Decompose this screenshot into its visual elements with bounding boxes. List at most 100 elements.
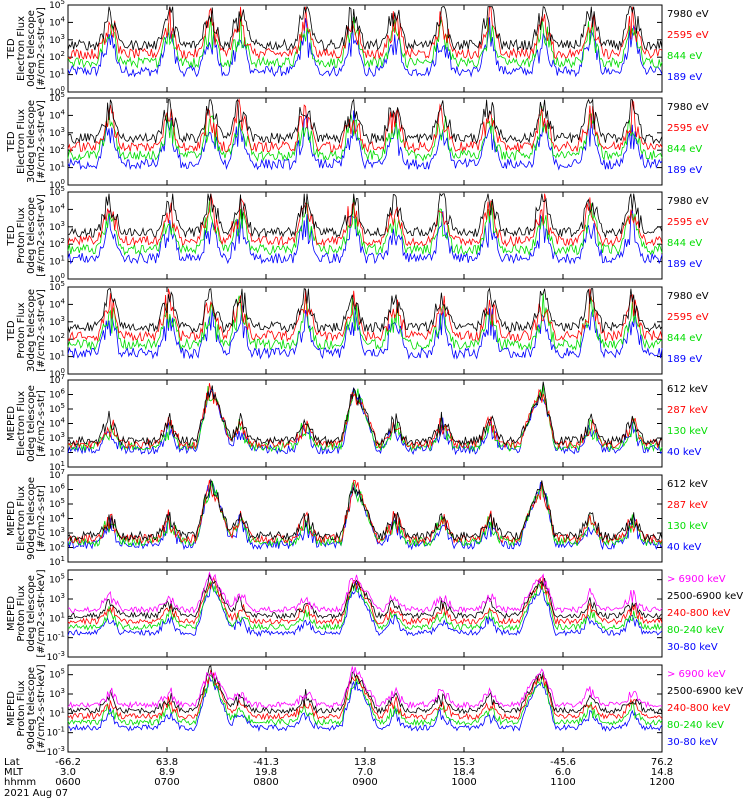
legend-entry: 612 keV (667, 479, 708, 490)
series-trace (67, 98, 663, 145)
y-axis-label: [#/cm2-s-str-keV] (36, 569, 47, 657)
y-axis-label: MEPED (6, 596, 17, 631)
legend-entry: 240-800 keV (667, 703, 731, 714)
legend-entry: 2595 eV (667, 30, 709, 41)
y-tick-label: 101 (49, 350, 65, 363)
legend-entry: 7980 eV (667, 102, 709, 113)
y-tick-label: 105 (49, 668, 65, 681)
y-tick-label: 106 (49, 483, 65, 496)
series-trace (67, 5, 663, 52)
y-tick-label: 104 (49, 512, 65, 525)
legend-entry: 2595 eV (667, 123, 709, 134)
y-tick-label: 101 (49, 68, 65, 81)
y-axis-label: [#/cm2-s-str-eV] (36, 7, 47, 90)
series-trace (67, 669, 663, 721)
y-tick-label: 101 (49, 706, 65, 719)
y-tick-label: 10-1 (47, 631, 65, 644)
x-tick-label: 13.8 (354, 757, 376, 768)
y-tick-label: 105 (49, 402, 65, 415)
y-axis-label: [#/cm2-s-str-eV] (36, 194, 47, 277)
y-axis-label: TED (6, 38, 17, 59)
y-tick-label: 104 (49, 297, 65, 310)
y-axis-label: 90deg telescope (26, 667, 37, 750)
y-axis-label: 30deg telescope (26, 100, 37, 183)
y-tick-label: 104 (49, 202, 65, 215)
x-tick-label: 19.8 (255, 767, 277, 778)
y-tick-label: 10-1 (47, 726, 65, 739)
legend-entry: 2500-6900 keV (667, 686, 743, 697)
legend-entry: 189 eV (667, 354, 702, 365)
legend-entry: 189 eV (667, 72, 702, 83)
y-axis-label: Electron Flux (16, 16, 27, 81)
x-tick-label: 1100 (550, 777, 575, 788)
panel-frame (67, 474, 663, 563)
y-axis-label: [#/cm2-s-str] (36, 485, 47, 552)
series-trace (67, 292, 663, 351)
y-tick-label: 102 (49, 143, 65, 156)
legend-entry: 40 keV (667, 542, 701, 553)
legend-entry: 130 keV (667, 521, 708, 532)
date-label: 2021 Aug 07 (4, 788, 68, 799)
x-tick-label: 3.0 (60, 767, 76, 778)
y-axis-label: MEPED (6, 406, 17, 441)
y-axis-label: 90deg telescope (26, 477, 37, 560)
y-axis-label: 30deg telescope (26, 289, 37, 372)
legend-entry: 844 eV (667, 238, 702, 249)
x-tick-label: 0600 (55, 777, 80, 788)
y-tick-label: 101 (49, 161, 65, 174)
legend-entry: 7980 eV (667, 196, 709, 207)
y-tick-label: 103 (49, 592, 65, 605)
panel-frame (67, 569, 663, 658)
x-tick-label: 8.9 (159, 767, 175, 778)
x-tick-label: 76.2 (651, 757, 673, 768)
y-axis-label: Proton Flux (16, 207, 27, 263)
x-tick-label: -41.3 (253, 757, 279, 768)
y-axis-label: Proton Flux (16, 302, 27, 358)
y-tick-label: 105 (49, 497, 65, 510)
x-tick-label: 0900 (352, 777, 377, 788)
y-axis-label: Electron Flux (16, 391, 27, 456)
legend-entry: > 6900 keV (667, 574, 726, 585)
legend-entry: 30-80 keV (667, 737, 718, 748)
x-tick-label: 14.8 (651, 767, 673, 778)
y-tick-label: 103 (49, 315, 65, 328)
legend-entry: 612 keV (667, 384, 708, 395)
x-tick-label: 0700 (154, 777, 179, 788)
y-axis-label: TED (6, 225, 17, 246)
series-trace (67, 666, 663, 710)
legend-entry: 189 eV (667, 259, 702, 270)
x-tick-label: 7.0 (357, 767, 373, 778)
y-axis-label: [#/cm2-s-str-eV] (36, 289, 47, 372)
legend-entry: 7980 eV (667, 291, 709, 302)
y-axis-label: TED (6, 131, 17, 152)
series-trace (67, 387, 663, 456)
series-trace (68, 571, 663, 614)
y-tick-label: 102 (49, 50, 65, 63)
series-trace (67, 98, 663, 153)
legend-entry: 287 keV (667, 405, 708, 416)
series-trace (67, 287, 663, 334)
legend-entry: 2595 eV (667, 217, 709, 228)
y-axis-label: Proton Flux (16, 585, 27, 641)
legend-entry: 80-240 keV (667, 625, 724, 636)
panel-7: 10-3 10-1 101 103 105 MEPED Proton Flux 0deg te… (6, 569, 743, 663)
y-tick-label: 104 (49, 15, 65, 28)
legend-entry: 844 eV (667, 144, 702, 155)
legend-entry: 2595 eV (667, 312, 709, 323)
y-axis-label: MEPED (6, 691, 17, 726)
legend-entry: 189 eV (667, 165, 702, 176)
x-tick-label: 6.0 (555, 767, 571, 778)
y-tick-label: 105 (49, 0, 65, 11)
y-tick-label: 104 (49, 108, 65, 121)
series-trace (67, 673, 663, 727)
x-row-label: Lat (4, 757, 20, 768)
y-tick-label: 103 (49, 33, 65, 46)
series-trace (67, 11, 663, 69)
series-trace (67, 580, 663, 632)
panel-frame (67, 97, 663, 186)
y-tick-label: 10-3 (47, 650, 65, 663)
